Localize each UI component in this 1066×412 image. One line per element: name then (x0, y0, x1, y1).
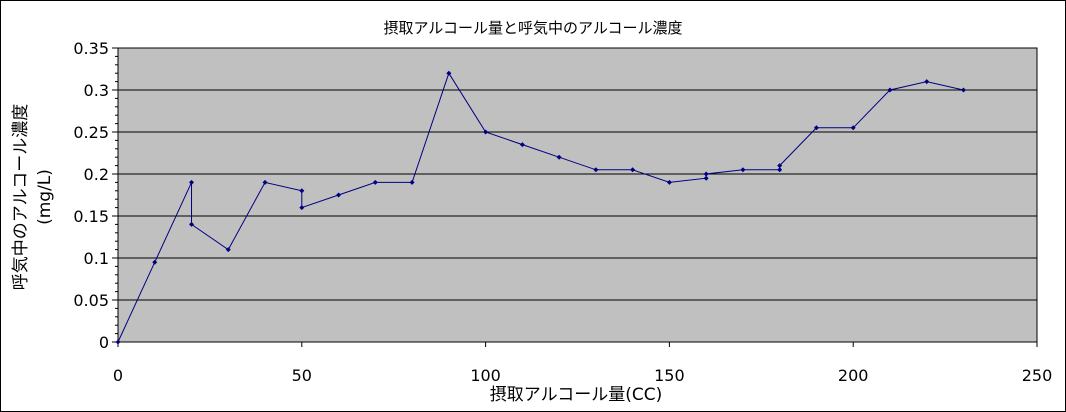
y-tick-label: 0.25 (73, 123, 109, 142)
data-point (703, 171, 709, 177)
data-point (262, 179, 268, 185)
data-point (666, 179, 672, 185)
data-point (372, 179, 378, 185)
x-axis-title: 摂取アルコール量(CC) (490, 385, 663, 405)
series-layer (115, 70, 966, 345)
axes: 0 0.05 0.1 0.15 0.2 0.25 0.3 0.35 0 50 100 150 200 25… (73, 39, 1052, 385)
data-point (556, 154, 562, 160)
y-axis-title: 呼気中のアルコール濃度 (11, 104, 31, 291)
data-point (409, 179, 415, 185)
plot-frame (117, 47, 1038, 343)
data-point (152, 259, 158, 265)
series-line (117, 72, 964, 343)
data-point (593, 167, 599, 173)
data-point (299, 205, 305, 211)
data-point (225, 247, 231, 253)
data-point (777, 163, 783, 169)
y-tick-label: 0.1 (84, 249, 109, 268)
chart-title: 摂取アルコール量と呼気中のアルコール濃度 (383, 19, 682, 37)
data-point (924, 79, 930, 85)
data-point (483, 129, 489, 135)
y-tick-label: 0.2 (84, 165, 109, 184)
data-point (887, 87, 893, 93)
x-tick-label: 50 (292, 366, 312, 385)
data-point (336, 192, 342, 198)
data-point (850, 125, 856, 131)
data-point (519, 142, 525, 148)
data-point (189, 179, 195, 185)
data-point (960, 87, 966, 93)
x-tick-label: 200 (838, 366, 869, 385)
data-point (777, 167, 783, 173)
data-point (115, 339, 121, 345)
x-tick-label: 250 (1022, 366, 1053, 385)
data-point (703, 175, 709, 181)
x-tick-label: 150 (654, 366, 685, 385)
y-axis-unit: (mg/L) (35, 169, 55, 225)
y-tick-label: 0.35 (73, 39, 109, 58)
data-point (299, 188, 305, 194)
y-tick-label: 0 (99, 333, 109, 352)
data-point (740, 167, 746, 173)
y-tick-label: 0.3 (84, 81, 109, 100)
data-point (813, 125, 819, 131)
x-tick-label: 0 (113, 366, 123, 385)
y-tick-label: 0.15 (73, 207, 109, 226)
x-tick-label: 100 (470, 366, 501, 385)
data-point (189, 221, 195, 227)
y-tick-label: 0.05 (73, 291, 109, 310)
plot-area (118, 48, 1037, 342)
data-point (630, 167, 636, 173)
data-point (446, 70, 452, 76)
